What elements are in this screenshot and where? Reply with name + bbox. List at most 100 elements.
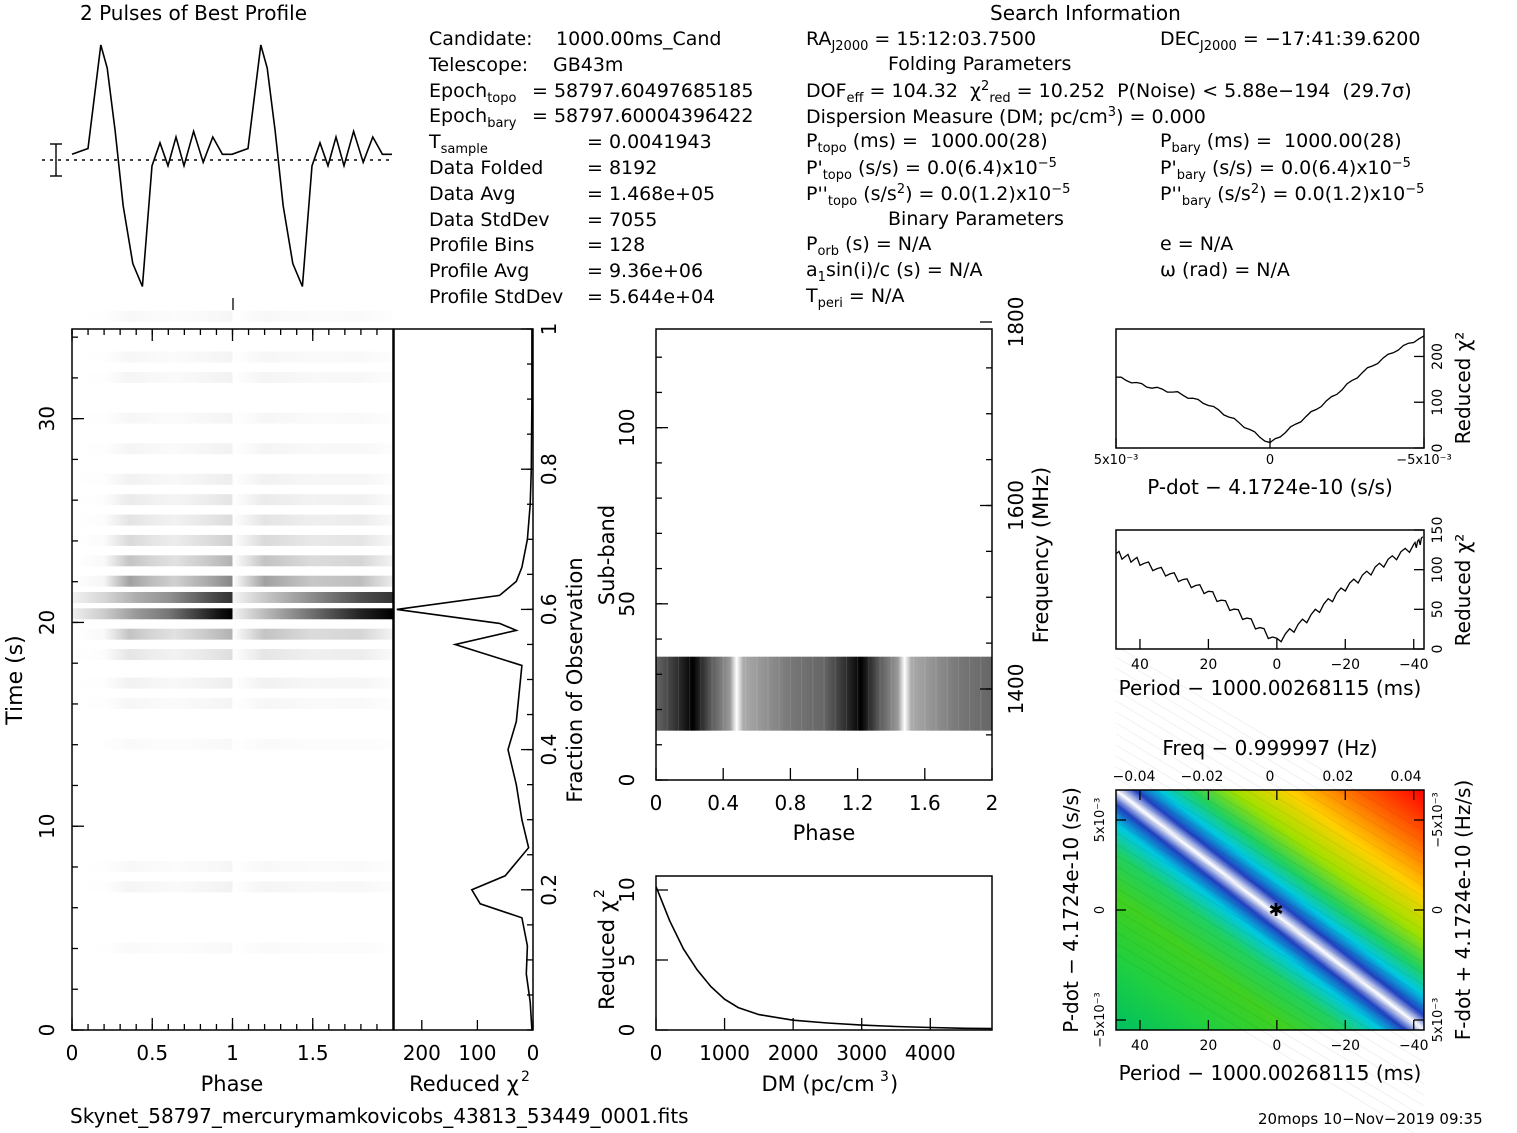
plane-contour <box>1115 711 1425 898</box>
y-tick-label: 0 <box>615 774 639 787</box>
x-tick-label: 0.8 <box>774 791 806 815</box>
info-value: 1000.00ms_Cand <box>556 28 722 50</box>
plane-contour <box>1115 700 1425 887</box>
x-axis-label: Phase <box>793 821 856 845</box>
chi-time-line <box>396 329 533 1031</box>
time-phase-row <box>72 677 393 689</box>
eccentricity: e = N/A <box>1160 233 1234 255</box>
timestamp: 20mops 10−Nov−2019 09:35 <box>1258 1110 1483 1128</box>
x-tick-label: 40 <box>1131 1038 1149 1054</box>
y-tick-label: 5 <box>615 954 639 967</box>
y-axis-label-sup: 2 <box>592 889 608 898</box>
y-tick-label: 10 <box>615 877 639 902</box>
x-tick-label: −20 <box>1331 1038 1361 1054</box>
info-value: = 58797.60497685185 <box>532 79 754 102</box>
info-label: Data Avg <box>429 182 516 205</box>
info-label: Data StdDev <box>429 208 550 231</box>
plane-contour <box>1115 777 1425 964</box>
x-axis-label-sup: 3 <box>880 1069 889 1085</box>
y2-tick-label: 0.6 <box>537 593 561 625</box>
info-label: Profile Bins <box>429 234 535 257</box>
x-tick-label: 4000 <box>905 1041 956 1065</box>
plane-contour <box>1115 942 1425 1129</box>
plane-contour <box>1115 810 1425 997</box>
x2-tick-label: 0 <box>1266 769 1275 785</box>
y2-axis-label: Frequency (MHz) <box>1029 467 1053 643</box>
x-axis-label: DM (pc/cm <box>761 1072 874 1096</box>
period-pdot-plane-panel: ✱ 40 20 0 −20 −40 −0.04 −0.02 0 0.02 0.04 5x10⁻³ 0 −5… <box>1059 645 1475 1133</box>
plane-contour <box>1115 821 1425 1008</box>
pd-topo: P'topo (s/s) = 0.0(6.4)x10−5 <box>806 156 1057 183</box>
plane-contour <box>1115 645 1425 832</box>
y-tick-label: 0 <box>615 1024 639 1037</box>
y-tick-label: 30 <box>35 406 59 431</box>
x-tick-label: −20 <box>1331 657 1361 673</box>
plane-colormap <box>1116 790 1424 1030</box>
time-phase-panel: 0 0.5 1 1.5 0 10 20 30 Phase Time (s) <box>3 310 394 1096</box>
time-phase-row <box>72 697 393 709</box>
x-axis-label: Phase <box>201 1072 264 1096</box>
x-tick-label: 1.2 <box>842 791 874 815</box>
time-phase-row <box>72 555 393 567</box>
profile-title: 2 Pulses of Best Profile <box>80 1 307 25</box>
y2-tick-label: 100 <box>1430 556 1446 583</box>
x-tick-label: 0 <box>527 1041 540 1065</box>
x-tick-label: 5x10⁻³ <box>1094 453 1139 468</box>
plane-contour <box>1115 843 1425 1030</box>
y2-tick-label: 0.4 <box>537 734 561 766</box>
x-tick-label: −40 <box>1399 1038 1429 1054</box>
y2-axis-label: Reduced χ² <box>1451 534 1475 647</box>
x-tick-label: 0 <box>1266 453 1274 468</box>
time-phase-row <box>72 608 393 620</box>
y2-tick-label: 100 <box>1430 389 1446 416</box>
info-label: Epochtopo <box>429 79 517 106</box>
dm-curve-line <box>655 886 993 1030</box>
time-phase-row <box>72 351 393 363</box>
ra-value: RAJ2000 = 15:12:03.7500 <box>806 28 1037 54</box>
y2-tick-label: 0 <box>1431 906 1446 914</box>
time-phase-row <box>72 473 393 485</box>
dm-curve-panel: 0 1000 2000 3000 4000 0 5 10 DM (pc/cm 3) Reduced … <box>592 875 993 1096</box>
plane-contour <box>1115 755 1425 942</box>
y-axis-label: P-dot − 4.1724e-10 (s/s) <box>1059 787 1083 1033</box>
info-label: Tsample <box>429 131 488 158</box>
best-fit-marker: ✱ <box>1268 900 1283 921</box>
search-info-title: Search Information <box>990 1 1181 25</box>
period-curve-line <box>1115 536 1424 643</box>
x-axis-label-tail: ) <box>890 1072 898 1096</box>
info-label: Epochbary <box>429 105 517 132</box>
x-tick-label: 0 <box>66 1041 79 1065</box>
folding-parameters-title: Folding Parameters <box>888 53 1072 75</box>
t-peri: Tperi = N/A <box>806 285 905 311</box>
y-axis-label: Reduced χ <box>595 900 619 1010</box>
time-phase-row <box>72 443 393 455</box>
info-value: = 8192 <box>587 157 658 179</box>
x-tick-label: 0.5 <box>136 1041 168 1065</box>
x-tick-label: 1000 <box>699 1041 750 1065</box>
pdot-curve-line <box>1115 335 1425 444</box>
time-phase-row <box>72 514 393 526</box>
profile-line <box>71 44 392 287</box>
time-phase-row <box>72 534 393 546</box>
y-tick-label: −5x10⁻³ <box>1093 992 1108 1047</box>
plane-contour <box>1115 887 1425 1074</box>
x-axis-label-sup: 2 <box>521 1069 530 1085</box>
fits-filename: Skynet_58797_mercurymamkovicobs_43813_53… <box>70 1104 689 1128</box>
y2-tick-label: 1400 <box>1004 664 1028 715</box>
y2-tick-label: 5x10⁻³ <box>1431 998 1446 1043</box>
subband-signal <box>656 656 992 731</box>
plane-contour <box>1115 667 1425 854</box>
x-tick-label: 100 <box>458 1041 496 1065</box>
plane-contour <box>1115 854 1425 1041</box>
info-label: Profile StdDev <box>429 286 564 308</box>
x-tick-label: −5x10⁻³ <box>1396 453 1451 468</box>
y2-tick-label: 150 <box>1430 517 1446 544</box>
plane-contour <box>1115 865 1425 1052</box>
time-phase-row <box>72 649 393 661</box>
time-phase-row <box>72 628 393 640</box>
y-tick-label: 20 <box>35 610 59 635</box>
pdd-bary: P''bary (s/s2) = 0.0(1.2)x10−5 <box>1160 182 1425 209</box>
